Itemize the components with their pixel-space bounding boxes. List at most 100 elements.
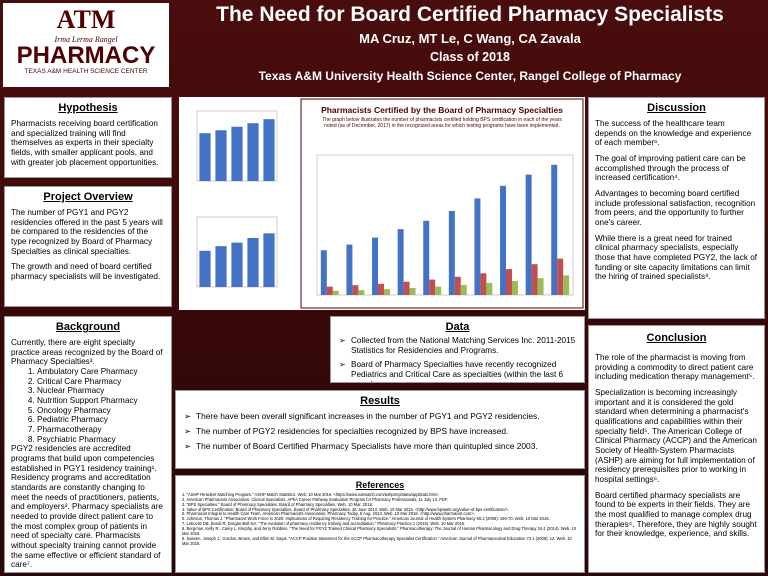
item: Oncology Pharmacy (37, 406, 165, 416)
bar (231, 126, 243, 181)
figure-subtitle-box: The graph below illustrates the number o… (322, 117, 562, 129)
heading: Hypothesis (58, 102, 118, 114)
bar (403, 281, 410, 295)
bar (409, 288, 416, 295)
item: Pediatric Pharmacy (37, 415, 165, 425)
bar (511, 281, 518, 295)
heading: References (355, 480, 405, 490)
item: 7. Lebovitz DB, Bondi R, Dorgan-Ball NA.… (182, 521, 466, 527)
bar (563, 275, 570, 295)
item: Pharmacotherapy (37, 425, 165, 435)
item: The goal of improving patient care can b… (595, 153, 746, 183)
item: 1. "ASHP Resident Matching Program." ASH… (182, 491, 440, 497)
bar (448, 211, 455, 295)
plot-frame (316, 154, 574, 296)
logo-script: Irma Lerma Rangel (54, 35, 118, 44)
bar (551, 164, 558, 295)
hypothesis: Hypothesis Pharmacists receiving board c… (4, 97, 172, 178)
text: PGY2 residencies are accredited programs… (11, 444, 163, 570)
bar (537, 278, 544, 295)
item: The number of PGY1 and PGY2 residencies … (11, 207, 163, 256)
bullets: There have been overall significant incr… (182, 411, 578, 452)
bar (372, 237, 379, 295)
affiliation: Texas A&M University Health Science Cent… (258, 69, 682, 83)
logo-word: PHARMACY (16, 42, 156, 69)
heading: Results (360, 395, 400, 407)
data: Data Collected from the National Matchin… (330, 316, 585, 383)
logo: ATM Irma Lerma Rangel PHARMACY TEXAS A&M… (3, 3, 169, 87)
figure-title: Pharmacists Certified by the Board of Ph… (321, 105, 563, 115)
bar (454, 276, 461, 295)
item: The success of the healthcare team depen… (595, 118, 752, 148)
bar (247, 123, 259, 181)
item: The role of the pharmacist is moving fro… (595, 352, 755, 382)
bar (525, 174, 532, 295)
item: Board certified pharmacy specialists are… (595, 490, 757, 539)
item: Advantages to becoming board certified i… (595, 189, 756, 228)
item: There have been overall significant incr… (184, 411, 578, 422)
item: The number of Board Certified Pharmacy S… (184, 441, 578, 452)
figure-subtitle: The graph below illustrates the number o… (322, 117, 562, 129)
bar (474, 198, 481, 295)
bar (263, 119, 275, 181)
item: 9. Saseen, Joseph J., Gordon, Brown, and… (182, 535, 572, 546)
bar (460, 284, 467, 295)
intro: Currently, there are eight specialty pra… (11, 337, 163, 367)
class: Class of 2018 (430, 50, 510, 64)
bar (506, 269, 512, 295)
item: While there is a great need for trained … (595, 233, 758, 282)
bar (320, 250, 327, 295)
item: Critical Care Pharmacy (37, 377, 165, 387)
item: 4. Value of BPS Certification. Board of … (182, 506, 510, 512)
item: Psychiatric Pharmacy (37, 435, 165, 445)
item: Collected from the National Matching Ser… (339, 336, 578, 355)
item: 5. Pharmacist Integral to Health Care Te… (182, 511, 475, 517)
title: The Need for Board Certified Pharmacy Sp… (216, 3, 724, 26)
bar (326, 286, 333, 295)
bar (352, 285, 359, 295)
references: References 1. "ASHP Resident Matching Pr… (175, 475, 585, 573)
item: Nuclear Pharmacy (37, 386, 165, 396)
heading: Data (445, 321, 470, 333)
bar (332, 290, 339, 295)
bar (486, 282, 493, 295)
item: Nutrition Support Pharmacy (37, 396, 165, 406)
bar (215, 246, 227, 287)
bar (383, 289, 390, 295)
bar (231, 242, 243, 287)
heading: Discussion (647, 102, 706, 114)
results: Results There have been overall signific… (175, 390, 585, 469)
overview: Project Overview The number of PGY1 and … (4, 186, 172, 307)
list: Ambulatory Care PharmacyCritical Care Ph… (11, 367, 165, 444)
bar (429, 279, 436, 295)
conclusion: Conclusion The role of the pharmacist is… (588, 325, 765, 573)
bar (247, 238, 259, 287)
background: Background Currently, there are eight sp… (4, 316, 172, 573)
item: The number of PGY2 residencies for speci… (184, 426, 578, 437)
item: Specialization is becoming increasingly … (595, 387, 757, 485)
bar (199, 250, 211, 287)
heading: Background (55, 321, 121, 333)
logo-sub: TEXAS A&M HEALTH SCIENCE CENTER (24, 68, 148, 75)
bar (423, 220, 430, 295)
bar (435, 286, 442, 295)
heading: Conclusion (646, 332, 707, 344)
bar (358, 290, 365, 295)
bar (199, 133, 211, 181)
item: Ambulatory Care Pharmacy (37, 367, 165, 377)
item: The growth and need of board certified p… (11, 262, 161, 281)
bar (500, 185, 507, 295)
bar (480, 273, 487, 295)
bullets: Collected from the National Matching Ser… (337, 336, 578, 382)
discussion: Discussion The success of the healthcare… (588, 97, 765, 319)
figures: Pharmacists Certified by the Board of Ph… (179, 97, 585, 310)
item: 8. Bergman, Kelly R., Carey L. Murphy, a… (182, 526, 576, 537)
text: Pharmacists receiving board certificatio… (11, 118, 159, 167)
bar (263, 233, 275, 287)
authors: MA Cruz, MT Le, C Wang, CA Zavala (359, 31, 581, 46)
item: Board of Pharmacy Specialties have recen… (339, 360, 578, 382)
heading: Project Overview (43, 191, 133, 203)
bar (397, 229, 404, 295)
logo-mark: ATM (56, 5, 116, 34)
